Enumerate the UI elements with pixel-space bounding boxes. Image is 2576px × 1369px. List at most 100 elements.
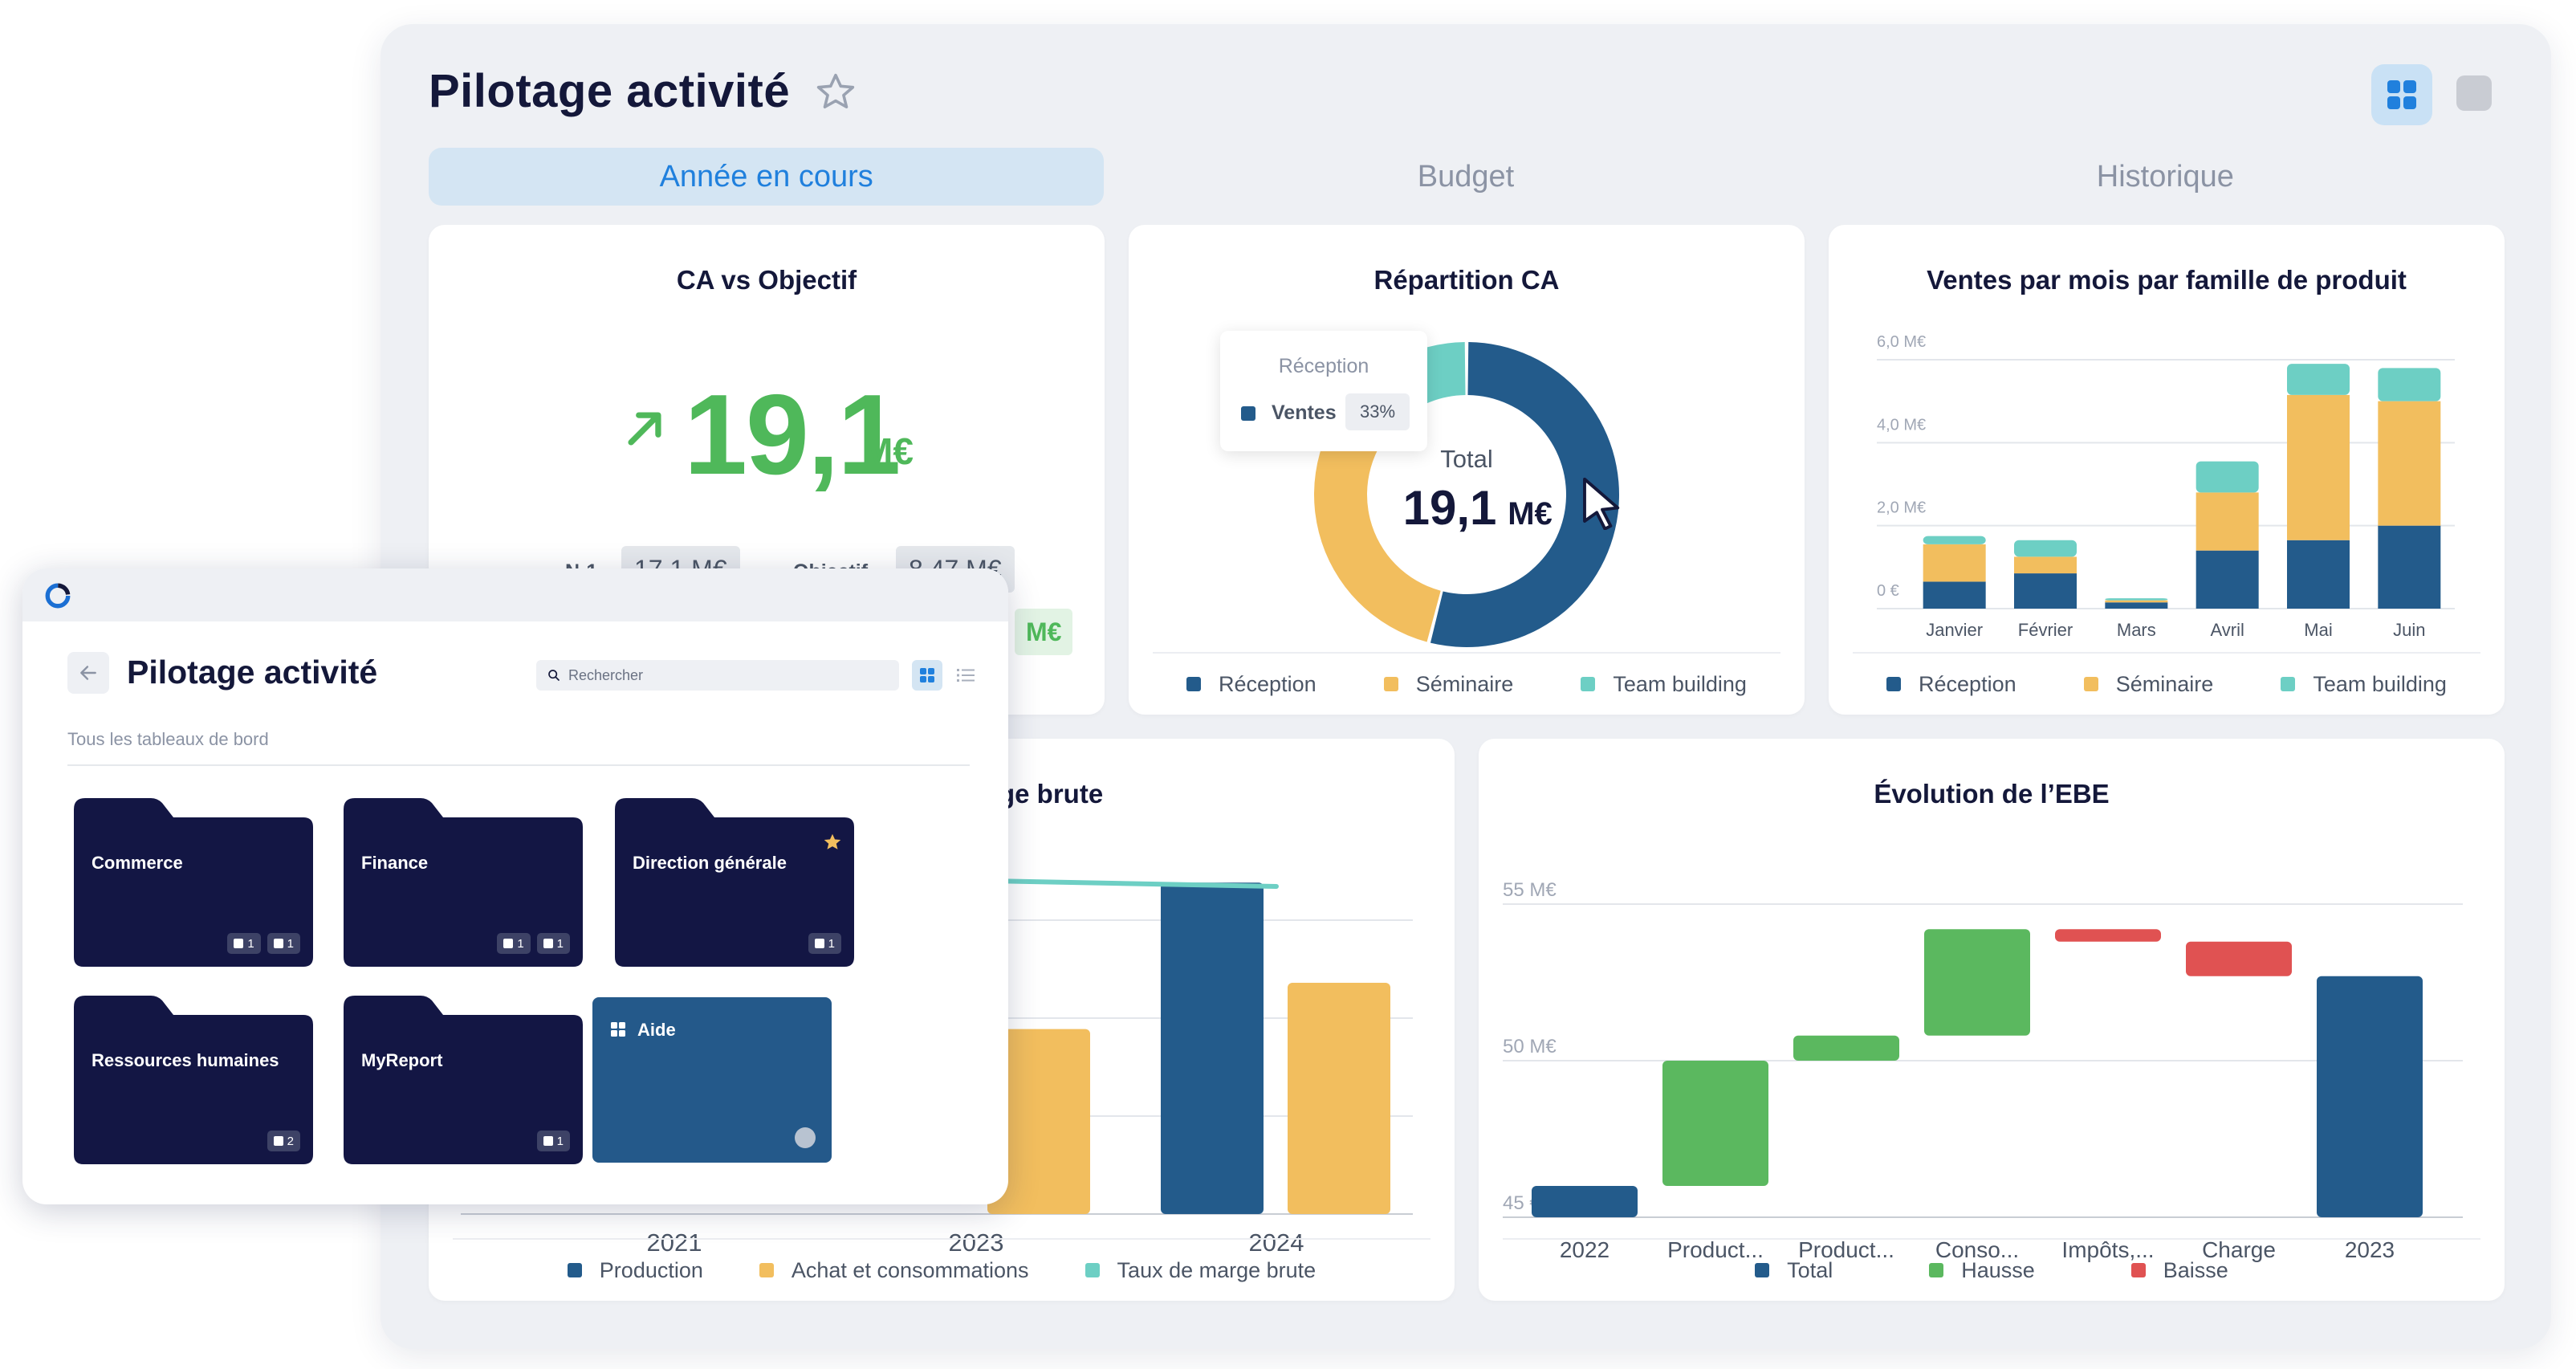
folder-shape [344,996,583,1164]
waterfall-bar[interactable] [1924,929,2030,1036]
legend-item-team-building[interactable]: Team building [2281,672,2447,697]
star-filled-icon[interactable] [822,832,843,853]
donut-total-value: 19,1 [1403,481,1497,535]
y-tick-label: 55 M€ [1503,879,1557,901]
waterfall-bar[interactable] [2317,976,2423,1217]
legend-item-reception[interactable]: Réception [1886,672,2016,697]
grid-icon [814,939,824,948]
legend-item-team-building[interactable]: Team building [1581,672,1747,697]
count-badge: 1 [536,933,570,954]
waterfall-bar[interactable] [2055,929,2161,942]
marge-bar-chart[interactable]: 2021 2023 2024 [429,739,1455,1301]
donut-chart[interactable]: Total 19,1 M€ [1129,225,1805,715]
folder-badges: 2 [267,1131,300,1151]
folder-card[interactable]: Direction générale 1 [615,798,854,967]
bar-segment[interactable] [2014,573,2077,609]
waterfall-bar[interactable] [1662,1061,1768,1186]
x-tick-label: 2024 [1249,1228,1304,1257]
page-title: Pilotage activité [429,65,791,117]
x-tick-label: Conso... [1935,1237,2019,1262]
bar-segment[interactable] [2014,540,2077,557]
legend-item-seminaire[interactable]: Séminaire [1383,672,1513,697]
back-button[interactable] [67,652,109,694]
bar-segment[interactable] [2378,525,2441,609]
card-title: ge brute [999,779,1104,809]
aide-card[interactable]: Aide [592,997,832,1163]
search-input[interactable]: Rechercher [536,660,899,691]
grid-icon [543,1136,553,1146]
legend: Réception Séminaire Team building [1153,652,1780,715]
bar-segment[interactable] [2105,600,2168,603]
legend-item-reception[interactable]: Réception [1186,672,1316,697]
legend-swatch [2281,677,2296,691]
bar-segment[interactable] [2378,401,2441,526]
folder-card[interactable]: MyReport 1 [344,996,583,1164]
bar-segment[interactable] [1923,544,1986,582]
donut-slice-0[interactable] [1430,342,1620,648]
document-icon [234,939,244,948]
folder-card[interactable]: Commerce 1 1 [74,798,313,967]
kpi-value: 19,1 [684,371,901,499]
folder-shape [74,798,313,967]
legend-item-production[interactable]: Production [567,1258,703,1283]
x-tick-label: Mai [2304,620,2332,640]
waterfall-bar[interactable] [2186,941,2292,976]
legend-item-achat[interactable]: Achat et consommations [759,1258,1029,1283]
y-tick-label: 4,0 M€ [1877,416,1926,434]
repartition-ca-card[interactable]: Répartition CA Total 19,1 M€ Réception S… [1129,225,1805,715]
bar-segment[interactable] [2196,492,2259,551]
legend-item-taux-marge[interactable]: Taux de marge brute [1085,1258,1316,1283]
trend-up-arrow-icon [628,412,661,446]
x-tick-label: Janvier [1926,620,1983,640]
x-tick-label: Product... [1798,1237,1894,1262]
bar-segment[interactable] [2196,461,2259,493]
tab-annee-en-cours[interactable]: Année en cours [429,148,1105,206]
list-view-toggle[interactable] [950,660,981,691]
star-outline-icon[interactable] [814,71,857,114]
info-icon[interactable] [795,1127,816,1148]
ventes-par-mois-card[interactable]: Ventes par mois par famille de produit 0… [1829,225,2505,715]
bar-segment[interactable] [2105,598,2168,601]
folder-card[interactable]: Finance 1 1 [344,798,583,967]
bar[interactable] [1161,882,1264,1214]
legend-label: Achat et consommations [791,1257,1029,1282]
bar-segment[interactable] [2014,556,2077,574]
stacked-bar-chart[interactable]: 0 € 2,0 M€ 4,0 M€ 6,0 M€ Janvier Février Mars A… [1829,225,2505,715]
tooltip-label: Ventes [1272,401,1337,424]
folder-card[interactable]: Ressources humaines 2 [74,996,313,1164]
single-view-button[interactable] [2456,75,2492,111]
grid-view-toggle[interactable] [912,660,942,691]
tab-budget[interactable]: Budget [1417,159,1515,194]
folder-label: Commerce [92,853,183,873]
grid-view-button[interactable] [2371,64,2432,125]
bar[interactable] [987,1029,1090,1214]
tab-historique[interactable]: Historique [2096,159,2234,194]
folder-label: MyReport [361,1050,443,1070]
legend-item-seminaire[interactable]: Séminaire [2083,672,2213,697]
x-tick-label: Juin [2393,620,2425,640]
bar-segment[interactable] [2196,550,2259,609]
badge-count: 1 [828,936,835,951]
waterfall-bar[interactable] [1532,1186,1638,1217]
waterfall-chart[interactable]: 45 €50 M€55 M€2022 Product... Product... Co… [1479,739,2505,1301]
legend-item-baisse[interactable]: Baisse [2130,1258,2228,1283]
folder-shape [74,996,313,1164]
bar-segment[interactable] [2105,602,2168,609]
bar-segment[interactable] [1923,536,1986,544]
bar[interactable] [1288,983,1390,1214]
bar-segment[interactable] [2287,364,2350,395]
legend-item-hausse[interactable]: Hausse [1929,1258,2035,1283]
badge-count: 1 [556,1134,564,1148]
bar-segment[interactable] [2287,394,2350,540]
bar-segment[interactable] [2287,540,2350,609]
x-tick-label: Charge [2202,1237,2276,1262]
legend-item-total[interactable]: Total [1755,1258,1833,1283]
app-logo-icon [45,583,71,609]
count-badge: 1 [227,933,261,954]
waterfall-bar[interactable] [1793,1035,1899,1061]
evolution-ebe-card[interactable]: Évolution de l’EBE 45 €50 M€ 55 M€ 2022 Pro… [1479,739,2505,1301]
bar-segment[interactable] [2378,368,2441,401]
legend-swatch [2083,677,2098,691]
y-tick-label: 50 M€ [1503,1036,1557,1057]
bar-segment[interactable] [1923,581,1986,609]
